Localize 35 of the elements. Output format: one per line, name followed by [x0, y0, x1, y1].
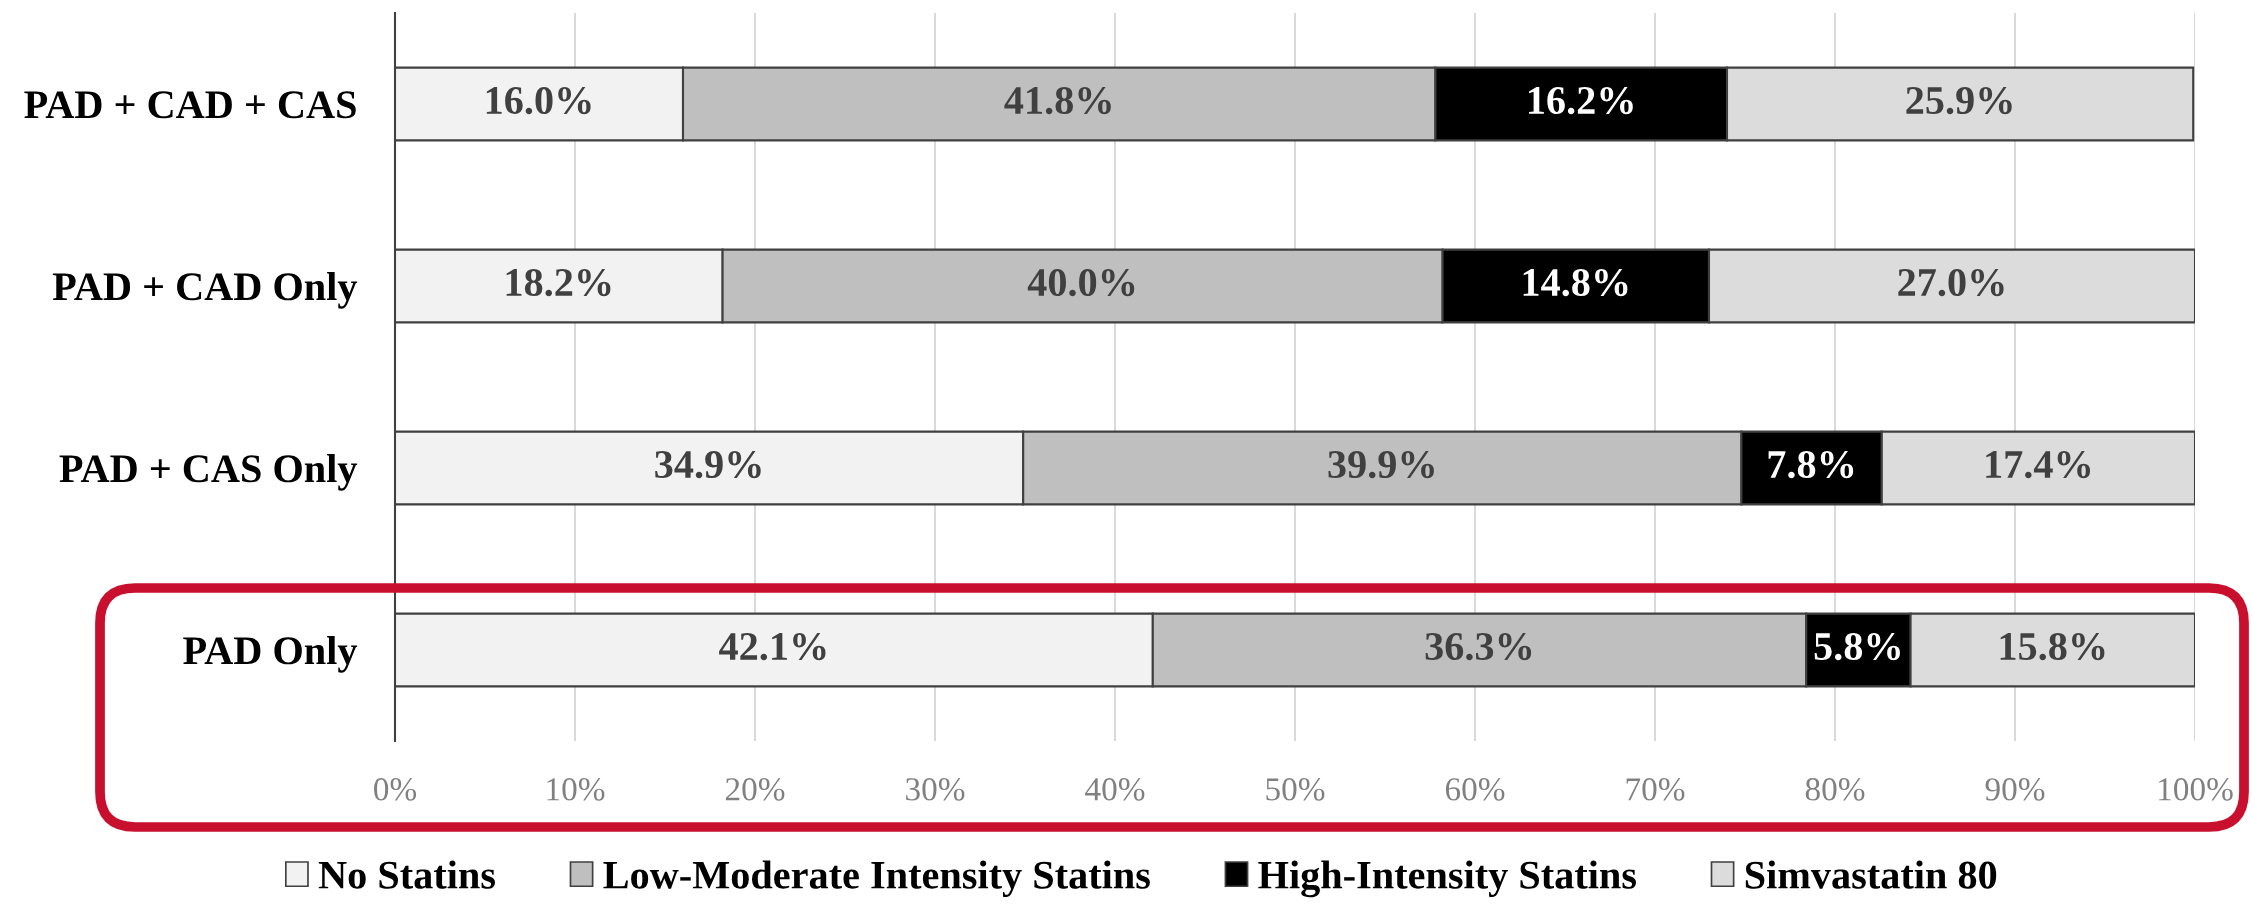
x-tick-label: 50%: [1266, 778, 1325, 801]
data-label: 25.9%: [1906, 86, 2012, 115]
x-tick-label: 100%: [2159, 778, 2233, 801]
x-tick-label: 90%: [1985, 778, 2045, 801]
data-label: 42.1%: [719, 632, 826, 661]
x-tick-label: 80%: [1805, 778, 1865, 801]
data-label: 5.8%: [1814, 632, 1900, 661]
data-label: 36.3%: [1425, 632, 1532, 661]
legend-label: Simvastatin 80: [1745, 860, 1997, 889]
legend-label: High-Intensity Statins: [1258, 860, 1636, 898]
legend-label: Low-Moderate Intensity Statins: [603, 860, 1150, 898]
data-label: 16.0%: [486, 86, 591, 115]
x-tick-label: 30%: [906, 778, 965, 801]
data-label: 17.4%: [1986, 450, 2091, 479]
data-label: 27.0%: [1898, 268, 2004, 297]
x-tick-label: 10%: [547, 778, 605, 801]
data-label: 18.2%: [506, 268, 611, 297]
x-tick-label: 60%: [1445, 778, 1505, 801]
x-tick-label: 40%: [1085, 778, 1145, 801]
y-tick-label: PAD + CAS Only: [59, 454, 358, 491]
data-label: 15.8%: [2000, 632, 2105, 661]
data-label: 16.2%: [1529, 86, 1633, 115]
y-tick-label: PAD + CAD Only: [52, 272, 358, 309]
y-tick-label: PAD + CAD + CAS: [24, 91, 356, 119]
data-label: 41.8%: [1004, 86, 1111, 115]
data-label: 7.8%: [1768, 450, 1854, 479]
y-tick-label: PAD Only: [183, 636, 358, 673]
x-tick-label: 0%: [374, 778, 417, 801]
legend-label: No Statins: [318, 860, 495, 889]
x-tick-label: 70%: [1626, 778, 1685, 801]
data-label: 39.9%: [1328, 450, 1434, 479]
x-tick-label: 20%: [725, 778, 785, 801]
data-label: 14.8%: [1523, 268, 1628, 297]
data-label: 34.9%: [655, 450, 761, 479]
data-label: 40.0%: [1027, 268, 1135, 297]
